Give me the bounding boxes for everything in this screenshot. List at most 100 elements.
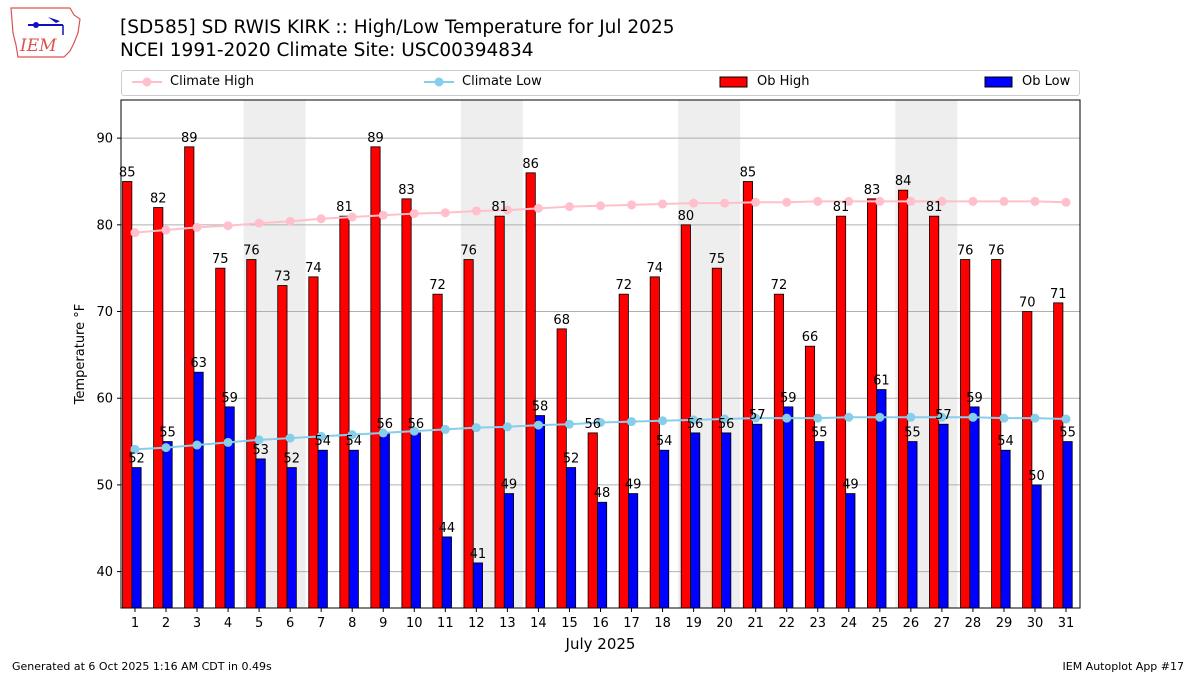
legend-item-ob-low: Ob Low <box>984 74 1070 89</box>
ob-low-label: 59 <box>221 391 238 406</box>
ob-high-label: 76 <box>957 244 974 259</box>
climate-low-point <box>875 412 885 422</box>
climate-high-point <box>596 201 605 211</box>
climate-high-marker-icon <box>132 77 162 86</box>
ob-low-label: 54 <box>997 434 1014 449</box>
climate-low-point <box>999 413 1009 423</box>
generated-footer: Generated at 6 Oct 2025 1:16 AM CDT in 0… <box>12 660 272 673</box>
ob-low-bar <box>783 406 794 609</box>
ob-low-label: 49 <box>501 478 518 493</box>
ob-low-bar <box>814 441 825 609</box>
ob-high-bar <box>835 215 847 609</box>
climate-low-point <box>161 443 171 453</box>
climate-high-point <box>533 203 543 213</box>
ob-high-label: 85 <box>740 165 757 180</box>
x-tick-label: 16 <box>592 616 609 631</box>
climate-low-marker-icon <box>424 77 454 86</box>
ob-low-bar <box>224 406 235 609</box>
iem-logo: IEM <box>10 7 81 58</box>
y-tick-label: 90 <box>96 132 113 147</box>
ob-high-label: 85 <box>119 165 136 180</box>
ob-low-swatch-icon <box>984 76 1013 87</box>
ob-low-bar <box>503 493 515 609</box>
y-tick-label: 70 <box>96 305 113 320</box>
y-tick-label: 50 <box>96 478 113 493</box>
climate-high-point <box>906 196 916 206</box>
ob-high-label: 81 <box>926 200 943 215</box>
ob-high-label: 72 <box>771 278 788 293</box>
x-tick-label: 3 <box>193 616 201 631</box>
ob-low-bar <box>938 423 949 609</box>
climate-low-point <box>316 431 326 441</box>
climate-low-point <box>440 424 450 434</box>
legend-label: Ob High <box>757 74 810 89</box>
ob-low-label: 55 <box>811 426 828 441</box>
x-tick-label: 27 <box>934 616 951 631</box>
ob-low-bar <box>969 406 980 609</box>
ob-high-bar <box>122 181 133 609</box>
climate-low-point <box>285 433 295 443</box>
climate-high-point <box>1030 196 1040 206</box>
ob-high-label: 86 <box>522 157 539 172</box>
climate-high-point <box>751 197 761 207</box>
app-footer: IEM Autoplot App #17 <box>1062 660 1185 673</box>
climate-low-point <box>378 428 388 438</box>
x-tick-label: 21 <box>747 616 764 631</box>
ob-high-label: 70 <box>1019 296 1036 311</box>
ob-high-bar <box>401 198 412 609</box>
ob-low-label: 57 <box>935 408 952 423</box>
ob-high-label: 73 <box>274 270 291 285</box>
climate-high-point <box>689 198 699 208</box>
climate-low-point <box>1061 414 1071 424</box>
x-tick-label: 31 <box>1058 616 1075 631</box>
x-tick-label: 11 <box>437 616 454 631</box>
ob-low-bar <box>628 493 639 609</box>
legend-item-ob-high: Ob High <box>719 74 810 89</box>
ob-low-label: 49 <box>842 478 859 493</box>
ob-low-label: 54 <box>345 434 362 449</box>
ob-high-label: 84 <box>895 174 912 189</box>
chart-subtitle: NCEI 1991-2020 Climate Site: USC00394834 <box>120 40 534 61</box>
ob-low-bar <box>410 432 421 609</box>
climate-low-point <box>596 417 605 427</box>
climate-low-point <box>502 422 512 432</box>
ob-high-bar <box>246 259 257 609</box>
climate-high-point <box>782 197 792 207</box>
ob-low-bar <box>286 467 297 609</box>
ob-low-bar <box>876 389 887 609</box>
climate-low-point <box>813 413 823 423</box>
ob-low-bar <box>721 432 732 609</box>
ob-low-bar <box>193 371 204 609</box>
climate-low-point <box>751 413 761 423</box>
y-tick-label: 80 <box>96 218 113 233</box>
ob-low-bar <box>596 501 608 609</box>
ob-high-bar <box>960 259 971 609</box>
ob-high-bar <box>804 345 816 609</box>
ob-low-bar <box>348 449 359 609</box>
climate-high-point <box>627 200 637 210</box>
ob-high-label: 75 <box>709 252 726 267</box>
ob-high-bar <box>432 293 443 609</box>
climate-high-point <box>192 222 202 232</box>
ob-high-label: 76 <box>243 244 260 259</box>
ob-high-label: 76 <box>988 244 1005 259</box>
ob-low-label: 52 <box>563 452 580 467</box>
ob-high-bar <box>587 432 598 609</box>
ob-high-bar <box>1053 302 1064 609</box>
ob-high-bar <box>742 181 753 609</box>
ob-low-label: 50 <box>1028 469 1045 484</box>
ob-high-bar <box>711 267 722 609</box>
climate-low-point <box>409 426 419 436</box>
x-tick-label: 5 <box>255 616 263 631</box>
x-tick-label: 12 <box>468 616 485 631</box>
ob-high-bar <box>556 328 567 609</box>
ob-high-label: 83 <box>398 183 415 198</box>
climate-low-point <box>906 412 916 422</box>
ob-high-bar <box>494 215 505 609</box>
ob-low-label: 52 <box>128 452 145 467</box>
ob-low-bar <box>379 432 390 609</box>
climate-low-point <box>130 444 140 454</box>
ob-low-bar <box>1000 449 1011 609</box>
climate-low-point <box>782 413 792 423</box>
ob-low-label: 54 <box>656 434 673 449</box>
